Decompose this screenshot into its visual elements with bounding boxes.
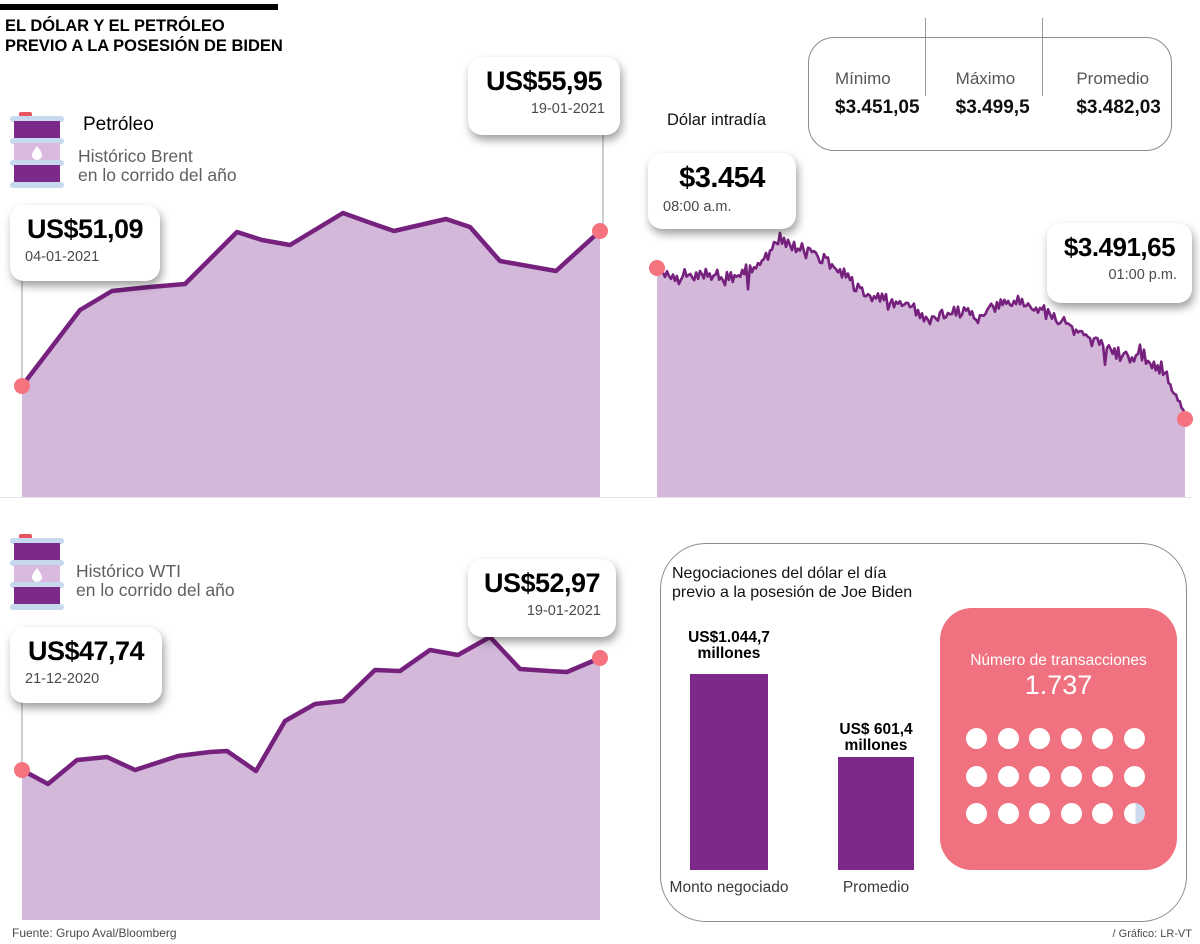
endpoint-dot	[1177, 411, 1193, 427]
stats-divider	[925, 18, 926, 96]
transaction-dot	[1029, 803, 1050, 824]
stat-max: Máximo $3.499,5	[955, 69, 1030, 118]
transaction-dot	[1029, 765, 1050, 787]
transaction-dot	[1092, 803, 1113, 824]
wti-area	[22, 637, 600, 920]
barrel-cap	[19, 534, 32, 539]
intraday-open-label: $3.454 08:00 a.m.	[648, 153, 796, 229]
transaction-dot	[1029, 728, 1050, 749]
transactions-value: 1.737	[1024, 670, 1093, 700]
transaction-dot	[997, 765, 1019, 787]
oil-barrel-icon	[10, 534, 64, 610]
wti-line	[20, 634, 601, 787]
transaction-dot	[1123, 803, 1145, 824]
intraday-line	[656, 231, 1187, 420]
endpoint-dot	[14, 378, 30, 394]
endpoint-dot	[14, 762, 30, 778]
intraday-close-label: $3.491,65 01:00 p.m.	[1047, 223, 1192, 303]
endpoint-dot	[592, 650, 608, 666]
transaction-dot	[966, 728, 987, 749]
endpoint-dot	[649, 260, 665, 276]
brent-end-label: US$55,95 19-01-2021	[468, 57, 620, 135]
wti-start-label: US$47,74 21-12-2020	[10, 627, 162, 703]
bar-value-monto: US$1.044,7 millones	[688, 629, 770, 662]
transaction-dot	[1060, 765, 1082, 787]
transaction-dot	[1123, 765, 1145, 787]
bar-value-promedio: US$ 601,4 millones	[839, 721, 913, 754]
negotiations-title: Negociaciones del dólar el día previo a …	[672, 565, 913, 601]
bar-label-monto: Monto negociado	[669, 879, 789, 896]
page-title-line2: PREVIO A LA POSESIÓN DE BIDEN	[5, 37, 283, 55]
transaction-dot	[1060, 728, 1082, 749]
intraday-area	[657, 233, 1185, 497]
transaction-dot	[1060, 803, 1082, 824]
legend-petroleo: Petróleo	[83, 114, 154, 135]
bar-monto-negociado	[690, 674, 768, 870]
stats-divider	[1042, 18, 1043, 96]
stat-avg: Promedio $3.482,03	[1076, 69, 1161, 118]
transaction-dot	[1123, 728, 1145, 749]
header-rule	[0, 4, 278, 10]
transaction-dot	[997, 728, 1019, 749]
legend-wti: Histórico WTI en lo corrido del año	[76, 561, 235, 600]
source-credit: Fuente: Grupo Aval/Bloomberg	[12, 926, 177, 940]
brent-start-label: US$51,09 04-01-2021	[10, 205, 160, 281]
graphic-credit: / Gráfico: LR-VT	[1112, 928, 1192, 940]
bar-promedio	[838, 757, 914, 870]
endpoint-dot	[592, 223, 608, 239]
transaction-dot	[966, 803, 987, 824]
transaction-dot	[966, 765, 987, 787]
transactions-label: Número de transacciones	[970, 652, 1147, 669]
wti-end-label: US$52,97 19-01-2021	[468, 559, 616, 637]
transaction-dot	[1092, 765, 1113, 787]
intraday-chart-title: Dólar intradía	[667, 111, 767, 129]
page-title: EL DÓLAR Y EL PETRÓLEO PREVIO A LA POSES…	[5, 16, 283, 56]
barrel-cap	[19, 112, 32, 117]
oil-barrel-icon	[10, 112, 64, 188]
transaction-dot	[1092, 728, 1113, 749]
water-drop-icon	[32, 568, 42, 582]
legend-brent: Histórico Brent en lo corrido del año	[78, 146, 237, 185]
brent-area	[22, 213, 600, 497]
negotiations-panel	[660, 543, 1187, 922]
water-drop-icon	[32, 146, 42, 160]
page-title-line1: EL DÓLAR Y EL PETRÓLEO	[5, 17, 225, 35]
brent-line	[20, 210, 602, 388]
transaction-dot	[997, 803, 1019, 824]
stat-min: Mínimo $3.451,05	[835, 69, 920, 118]
bar-label-promedio: Promedio	[842, 879, 910, 896]
intraday-stats-table: Mínimo $3.451,05 Máximo $3.499,5 Promedi…	[808, 37, 1172, 151]
